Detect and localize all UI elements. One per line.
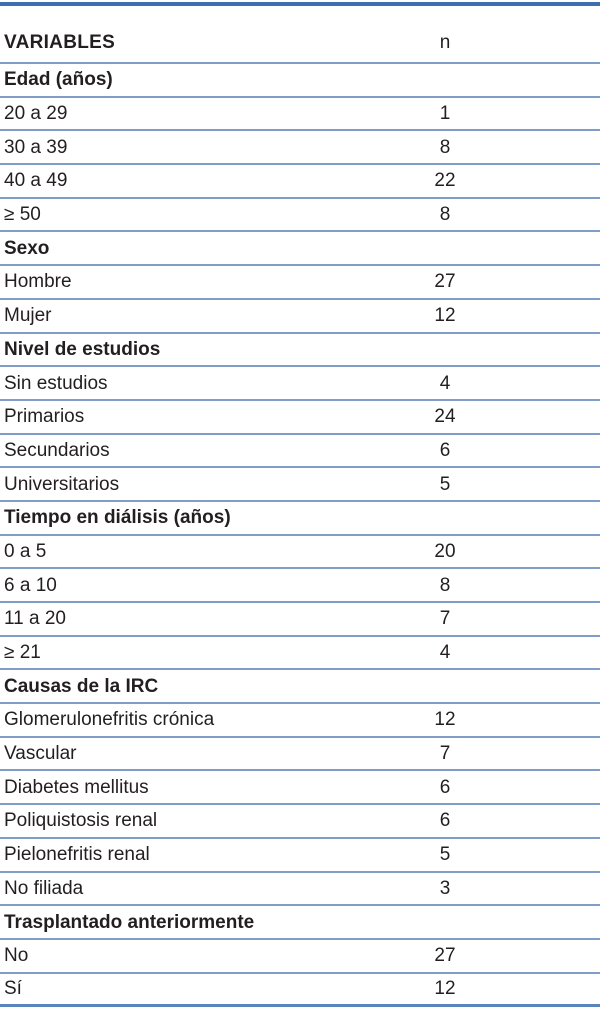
- table-row: Sí 12: [0, 974, 600, 1008]
- table-row: Primarios 24: [0, 401, 600, 435]
- section-row: Nivel de estudios: [0, 334, 600, 368]
- row-label: Glomerulonefritis crónica: [4, 710, 215, 730]
- row-label: 20 a 29: [4, 104, 68, 124]
- row-n: 4: [439, 642, 451, 664]
- table-row: 6 a 10 8: [0, 569, 600, 603]
- table-row: Sin estudios 4: [0, 367, 600, 401]
- row-n: 8: [439, 204, 451, 226]
- row-label: 30 a 39: [4, 137, 68, 157]
- section-row: Causas de la IRC: [0, 670, 600, 705]
- row-n: 8: [439, 574, 451, 596]
- table-row: 11 a 20 7: [0, 603, 600, 637]
- row-n: 7: [439, 743, 451, 765]
- row-label: ≥ 50: [4, 205, 41, 225]
- table-row: Poliquistosis renal 6: [0, 805, 600, 839]
- table-row: Glomerulonefritis crónica 12: [0, 704, 600, 738]
- section-title: Nivel de estudios: [4, 339, 161, 359]
- row-label: Hombre: [4, 272, 72, 292]
- row-n: 1: [439, 103, 451, 125]
- row-label: Sí: [4, 979, 22, 999]
- section-row: Sexo: [0, 232, 600, 267]
- row-n: 24: [434, 406, 456, 428]
- column-header-variables: VARIABLES: [4, 32, 116, 53]
- row-n: 12: [434, 978, 456, 1000]
- section-title: Sexo: [4, 238, 50, 258]
- row-n: 6: [439, 776, 451, 798]
- row-label: Universitarios: [4, 474, 120, 494]
- row-n: 27: [434, 945, 456, 967]
- table-row: 40 a 49 22: [0, 165, 600, 199]
- row-label: Pielonefritis renal: [4, 845, 150, 865]
- row-n: 22: [434, 170, 456, 192]
- row-n: 20: [434, 540, 456, 562]
- section-title: Causas de la IRC: [4, 676, 159, 696]
- table-row: 20 a 29 1: [0, 98, 600, 132]
- row-label: 6 a 10: [4, 575, 57, 595]
- row-n: 5: [439, 473, 451, 495]
- row-label: 40 a 49: [4, 171, 68, 191]
- table-row: Pielonefritis renal 5: [0, 839, 600, 873]
- row-label: Mujer: [4, 306, 52, 326]
- section-row: Edad (años): [0, 64, 600, 98]
- row-n: 5: [439, 844, 451, 866]
- row-label: 11 a 20: [4, 609, 66, 629]
- table-row: Mujer 12: [0, 300, 600, 334]
- table-row: Diabetes mellitus 6: [0, 771, 600, 806]
- row-n: 3: [439, 877, 451, 899]
- column-header-n: n: [439, 32, 451, 53]
- row-label: Diabetes mellitus: [4, 777, 149, 797]
- row-label: Primarios: [4, 407, 85, 427]
- section-title: Trasplantado anteriormente: [4, 912, 255, 932]
- row-label: Vascular: [4, 744, 77, 764]
- row-label: ≥ 21: [4, 643, 41, 663]
- table-row: No 27: [0, 940, 600, 974]
- row-label: Secundarios: [4, 440, 110, 460]
- table-row: Secundarios 6: [0, 435, 600, 469]
- row-n: 4: [439, 372, 451, 394]
- row-n: 6: [439, 810, 451, 832]
- table-body: Edad (años) 20 a 29 1 30 a 39 8 40 a 49 …: [0, 64, 600, 1008]
- section-row: Trasplantado anteriormente: [0, 906, 600, 940]
- section-row: Tiempo en diálisis (años): [0, 502, 600, 536]
- row-n: 27: [434, 271, 456, 293]
- row-n: 8: [439, 136, 451, 158]
- table-row: No filiada 3: [0, 873, 600, 907]
- section-title: Tiempo en diálisis (años): [4, 508, 231, 528]
- row-label: No filiada: [4, 878, 84, 898]
- table-row: Hombre 27: [0, 266, 600, 300]
- row-label: No: [4, 946, 29, 966]
- row-label: Sin estudios: [4, 373, 108, 393]
- row-n: 12: [434, 305, 456, 327]
- table-row: 30 a 39 8: [0, 131, 600, 166]
- table-header-row: VARIABLES n: [0, 6, 600, 64]
- table-row: 0 a 5 20: [0, 536, 600, 570]
- row-n: 7: [439, 608, 451, 630]
- row-label: Poliquistosis renal: [4, 811, 158, 831]
- row-label: 0 a 5: [4, 541, 47, 561]
- row-n: 6: [439, 439, 451, 461]
- row-n: 12: [434, 709, 456, 731]
- table-row: ≥ 50 8: [0, 199, 600, 233]
- table-row: Universitarios 5: [0, 468, 600, 502]
- section-title: Edad (años): [4, 70, 113, 90]
- table-row: ≥ 21 4: [0, 637, 600, 671]
- table-row: Vascular 7: [0, 738, 600, 772]
